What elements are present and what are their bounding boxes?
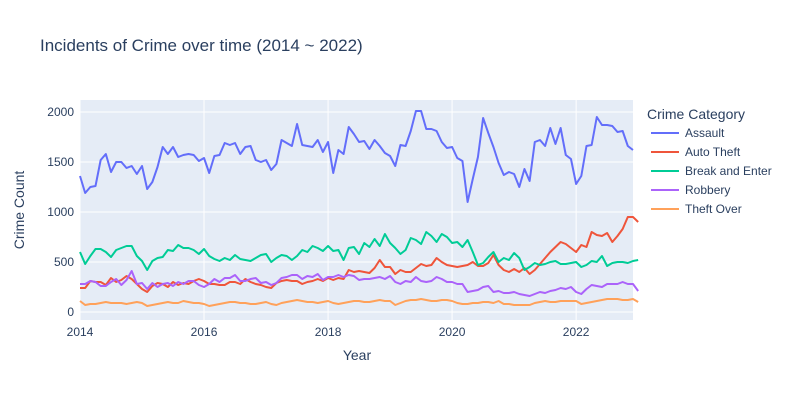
x-axis-title: Year <box>343 347 372 363</box>
series-line-assault <box>79 110 634 203</box>
legend-label: Break and Enter <box>685 164 772 178</box>
chart-title: Incidents of Crime over time (2014 ~ 202… <box>40 36 363 55</box>
legend-item-theft-over[interactable]: Theft Over <box>651 202 742 216</box>
series-line-auto-theft <box>80 216 639 293</box>
y-tick-label: 1000 <box>47 205 74 219</box>
legend-item-assault[interactable]: Assault <box>651 126 725 140</box>
legend-item-auto-theft[interactable]: Auto Theft <box>651 145 741 159</box>
y-tick-label: 0 <box>67 305 74 319</box>
legend-label: Theft Over <box>685 202 742 216</box>
legend: Crime Category Assault Auto Theft Break an… <box>647 106 772 216</box>
axis-ticks: 2014 2016 2018 2020 2022 0 500 1000 1500 2000 <box>47 105 590 339</box>
legend-label: Robbery <box>685 183 730 197</box>
series-line-theft-over <box>79 298 639 307</box>
legend-label: Assault <box>685 126 725 140</box>
y-tick-label: 2000 <box>47 105 74 119</box>
legend-label: Auto Theft <box>685 145 741 159</box>
legend-item-robbery[interactable]: Robbery <box>651 183 730 197</box>
y-tick-label: 500 <box>54 255 74 269</box>
x-tick-label: 2022 <box>563 325 590 339</box>
series-lines <box>79 110 639 307</box>
series-line-robbery <box>80 270 639 297</box>
x-tick-label: 2018 <box>315 325 342 339</box>
y-axis-title: Crime Count <box>11 171 27 250</box>
plot-area <box>80 100 633 320</box>
legend-title: Crime Category <box>647 106 745 122</box>
series-line-break-and-enter <box>79 231 639 271</box>
y-tick-label: 1500 <box>47 155 74 169</box>
legend-item-break-and-enter[interactable]: Break and Enter <box>651 164 772 178</box>
x-tick-label: 2016 <box>191 325 218 339</box>
x-tick-label: 2014 <box>67 325 94 339</box>
x-tick-label: 2020 <box>439 325 466 339</box>
